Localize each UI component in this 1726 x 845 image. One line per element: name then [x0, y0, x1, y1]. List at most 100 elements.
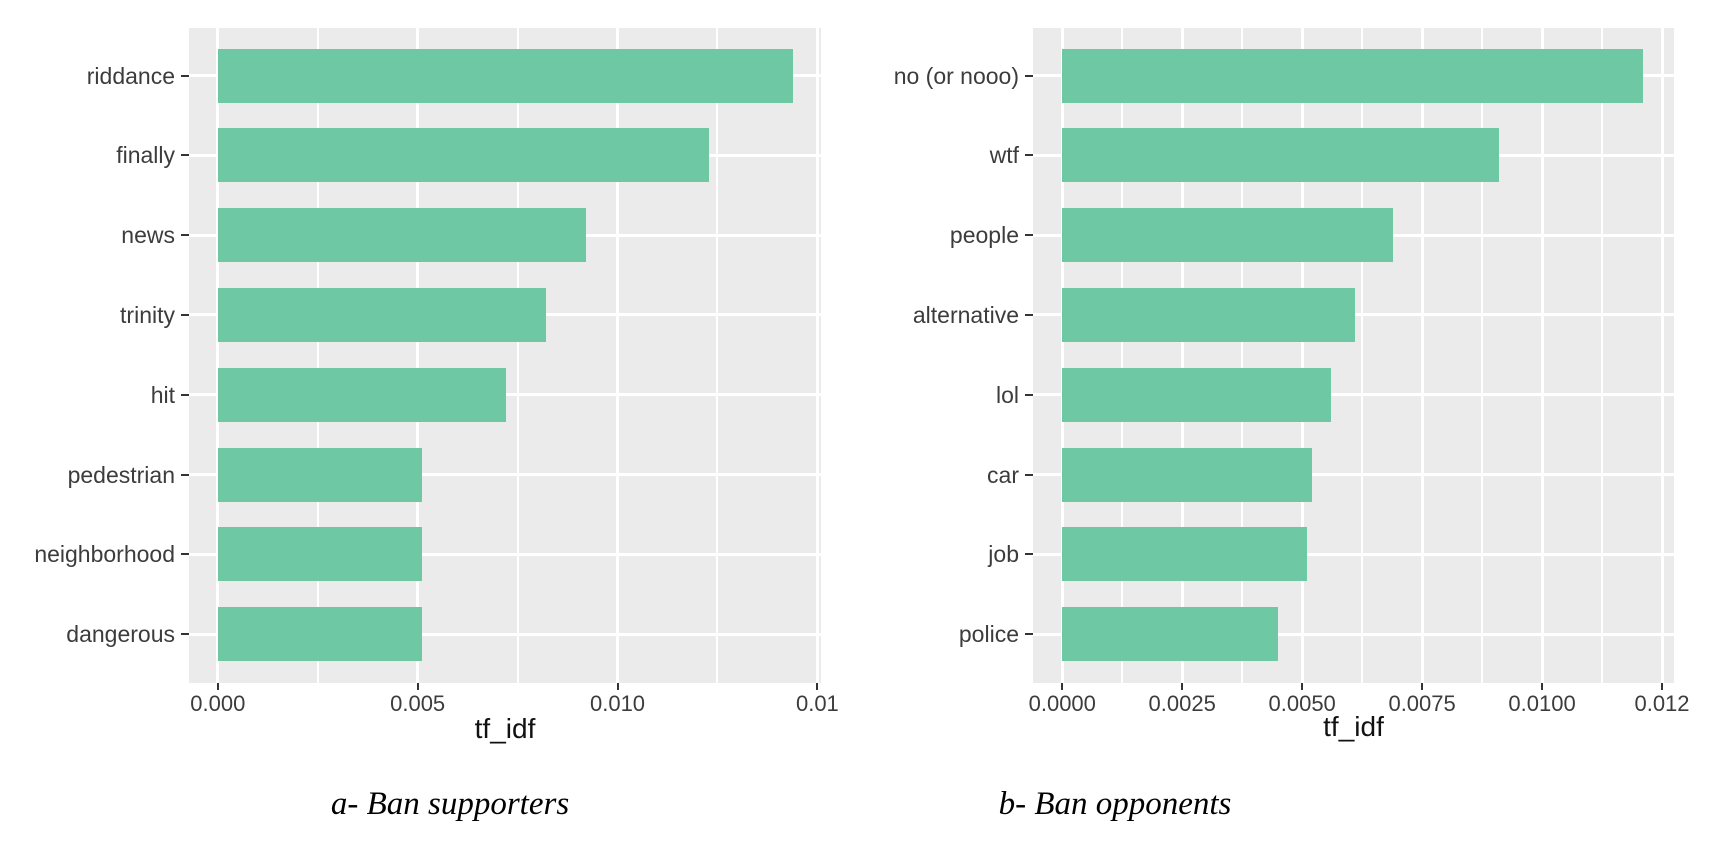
x-tick-mark	[616, 683, 619, 690]
bar-news	[217, 208, 586, 263]
y-tick-mark	[1025, 473, 1033, 476]
major-gridline	[1300, 28, 1304, 683]
bar-no-or-nooo-	[1062, 48, 1643, 103]
major-gridline	[815, 28, 819, 683]
minor-gridline	[1361, 28, 1364, 683]
y-tick-mark	[181, 74, 189, 77]
x-tick-label: 0.0050	[1268, 691, 1336, 716]
minor-gridline	[516, 28, 519, 683]
y-axis-label: police	[958, 621, 1019, 648]
x-tick-mark	[1181, 683, 1184, 690]
category-gridline	[1033, 473, 1674, 476]
y-axis-label: riddance	[86, 62, 175, 89]
y-tick-mark	[1025, 234, 1033, 237]
x-tick-label: 0.005	[390, 691, 446, 716]
bar-hit	[217, 367, 506, 422]
major-gridline	[1420, 28, 1424, 683]
x-tick-mark	[416, 683, 419, 690]
major-gridline	[1060, 28, 1064, 683]
x-tick-mark	[1541, 683, 1544, 690]
bar-job	[1062, 527, 1307, 582]
x-tick-label: 0.010	[589, 691, 646, 716]
x-tick-label: 0.0075	[1388, 691, 1456, 716]
bar-finally	[217, 128, 710, 183]
category-gridline	[1033, 632, 1674, 636]
y-axis-label: trinity	[120, 301, 175, 328]
minor-gridline	[1601, 28, 1604, 683]
y-axis-label: car	[987, 461, 1019, 488]
y-tick-mark	[1025, 633, 1033, 636]
major-gridline	[416, 28, 420, 683]
bar-police	[1062, 607, 1279, 662]
y-tick-mark	[181, 154, 189, 157]
minor-gridline	[716, 28, 719, 683]
y-axis-label: pedestrian	[67, 461, 175, 488]
category-gridline	[189, 473, 821, 476]
y-tick-mark	[181, 633, 189, 636]
y-axis-label: lol	[995, 381, 1019, 408]
y-axis-label: finally	[116, 142, 175, 169]
y-tick-mark	[1025, 393, 1033, 396]
x-tick-label: 0.0100	[1508, 691, 1576, 716]
major-gridline	[616, 28, 620, 683]
y-axis-label: people	[949, 222, 1019, 249]
y-axis-label: hit	[150, 381, 175, 408]
bar-neighborhood	[217, 527, 422, 582]
bar-trinity	[217, 287, 546, 342]
category-gridline	[189, 552, 821, 556]
x-tick-mark	[1421, 683, 1424, 690]
x-tick-label: 0.0025	[1148, 691, 1216, 716]
category-gridline	[189, 632, 821, 636]
x-tick-label: 0.01	[795, 691, 839, 716]
minor-gridline	[1121, 28, 1124, 683]
bar-wtf	[1062, 128, 1499, 183]
category-gridline	[1033, 393, 1674, 397]
plot-panel	[1033, 28, 1674, 683]
y-axis-label: neighborhood	[34, 541, 175, 568]
chart-caption-a: a- Ban supporters	[330, 786, 570, 822]
bar-lol	[1062, 367, 1331, 422]
y-tick-mark	[181, 393, 189, 396]
y-axis-label: alternative	[912, 301, 1019, 328]
major-gridline	[1180, 28, 1184, 683]
minor-gridline	[1241, 28, 1244, 683]
y-axis-label: wtf	[989, 142, 1019, 169]
y-tick-mark	[1025, 74, 1033, 77]
bar-alternative	[1062, 287, 1355, 342]
x-tick-mark	[1061, 683, 1064, 690]
minor-gridline	[316, 28, 319, 683]
x-tick-mark	[216, 683, 219, 690]
y-axis-label: no (or nooo)	[893, 62, 1019, 89]
major-gridline	[216, 28, 220, 683]
y-axis-label: news	[121, 222, 175, 249]
x-tick-label: 0.0000	[1028, 691, 1096, 716]
major-gridline	[1540, 28, 1544, 683]
bar-car	[1062, 447, 1312, 502]
major-gridline	[1660, 28, 1664, 683]
chart-caption-b: b- Ban opponents	[998, 786, 1232, 822]
y-tick-mark	[181, 473, 189, 476]
y-tick-mark	[181, 234, 189, 237]
minor-gridline	[1481, 28, 1484, 683]
y-axis-label: dangerous	[66, 621, 175, 648]
x-tick-label: 0.012	[1634, 691, 1690, 716]
y-tick-mark	[1025, 154, 1033, 157]
x-tick-label: 0.000	[190, 691, 246, 716]
bar-people	[1062, 208, 1394, 263]
x-axis-title: tf_idf	[1323, 711, 1384, 742]
y-tick-mark	[1025, 553, 1033, 556]
bar-pedestrian	[217, 447, 422, 502]
x-axis-title: tf_idf	[474, 713, 536, 744]
category-gridline	[1033, 552, 1674, 556]
bar-riddance	[217, 48, 794, 103]
y-axis-label: job	[988, 541, 1019, 568]
x-tick-mark	[1301, 683, 1304, 690]
x-tick-mark	[816, 683, 819, 690]
y-tick-mark	[181, 553, 189, 556]
plot-panel	[189, 28, 821, 683]
x-tick-mark	[1661, 683, 1663, 690]
y-tick-mark	[181, 313, 189, 316]
